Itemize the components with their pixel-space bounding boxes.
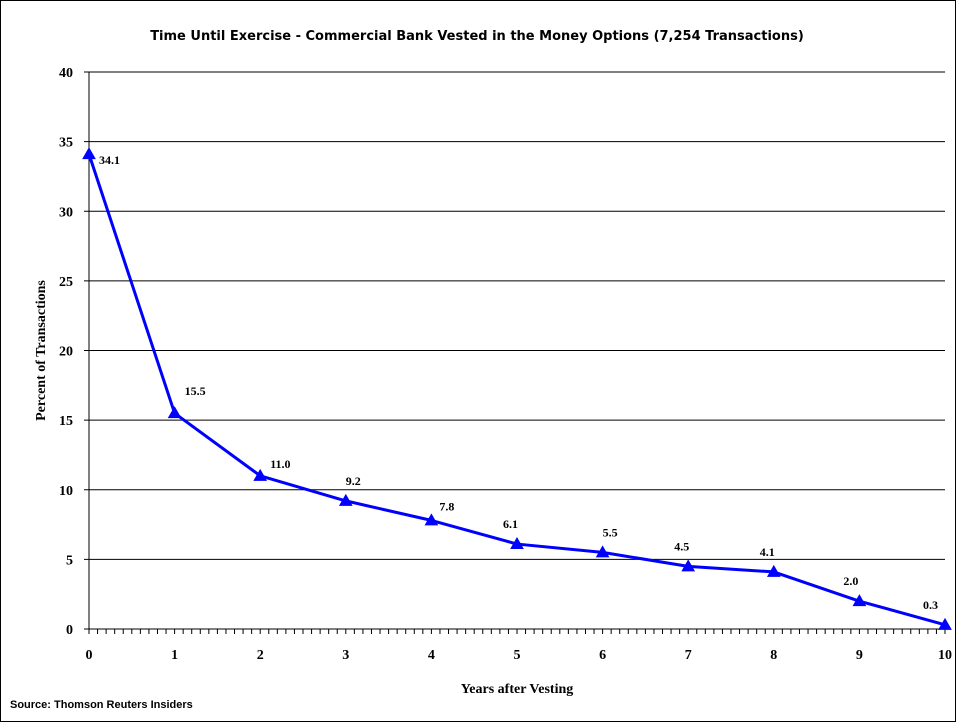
tick-labels: 0 5 10 15 20 25 30 35 40 0 1 2 3 4 5 6 7 8 9 10 [59,66,952,663]
x-tick-label: 7 [685,648,692,663]
data-label: 7.8 [439,499,454,513]
x-tick-label: 5 [514,648,521,663]
data-point-marker [938,617,952,630]
x-tick-label: 3 [342,648,349,663]
data-label: 4.5 [674,539,689,553]
x-tick-label: 1 [171,648,178,663]
data-label: 34.1 [99,153,120,167]
data-point-marker [852,594,867,607]
y-tick-label: 10 [59,484,73,499]
x-tick-label: 6 [599,648,606,663]
y-tick-label: 0 [66,623,73,638]
data-label: 15.5 [185,384,206,398]
x-tick-label: 0 [86,648,93,663]
y-tick-label: 20 [59,345,73,360]
y-tick-label: 5 [66,553,73,568]
data-point-marker [424,513,439,526]
data-label: 5.5 [603,525,618,539]
data-point-marker [766,564,781,577]
data-label: 6.1 [503,517,518,531]
y-axis-title: Percent of Transactions [34,280,49,421]
chart-title: Time Until Exercise - Commercial Bank Ve… [150,29,804,44]
series-line-0 [87,153,946,627]
y-tick-label: 30 [59,205,73,220]
data-point-marker [338,493,353,506]
data-label: 11.0 [270,457,290,471]
data-point-marker [253,468,268,481]
x-tick-label: 8 [770,648,777,663]
x-axis-title: Years after Vesting [461,682,574,697]
data-point-marker [681,559,696,572]
y-tick-label: 35 [59,136,73,151]
x-tick-label: 10 [938,648,952,663]
data-point-marker [167,406,182,419]
gridlines [89,71,945,560]
x-tick-label: 9 [856,648,863,663]
data-point-marker [82,147,96,160]
y-tick-label: 40 [59,66,73,81]
series-group [82,147,952,630]
data-labels: 34.1 15.5 11.0 9.2 7.8 6.1 5.5 4.5 4.1 2.0 0.3 [99,153,938,612]
data-point-marker [595,545,610,558]
y-tick-label: 25 [59,275,73,290]
data-label: 4.1 [760,545,775,559]
data-point-marker [510,537,524,550]
y-tick-label: 15 [59,414,73,429]
axes [84,71,946,634]
data-label: 2.0 [843,574,858,588]
x-tick-label: 4 [428,648,435,663]
x-tick-label: 2 [257,648,264,663]
data-label: 9.2 [346,474,361,488]
source-note: Source: Thomson Reuters Insiders [10,699,193,711]
data-label: 0.3 [923,598,938,612]
